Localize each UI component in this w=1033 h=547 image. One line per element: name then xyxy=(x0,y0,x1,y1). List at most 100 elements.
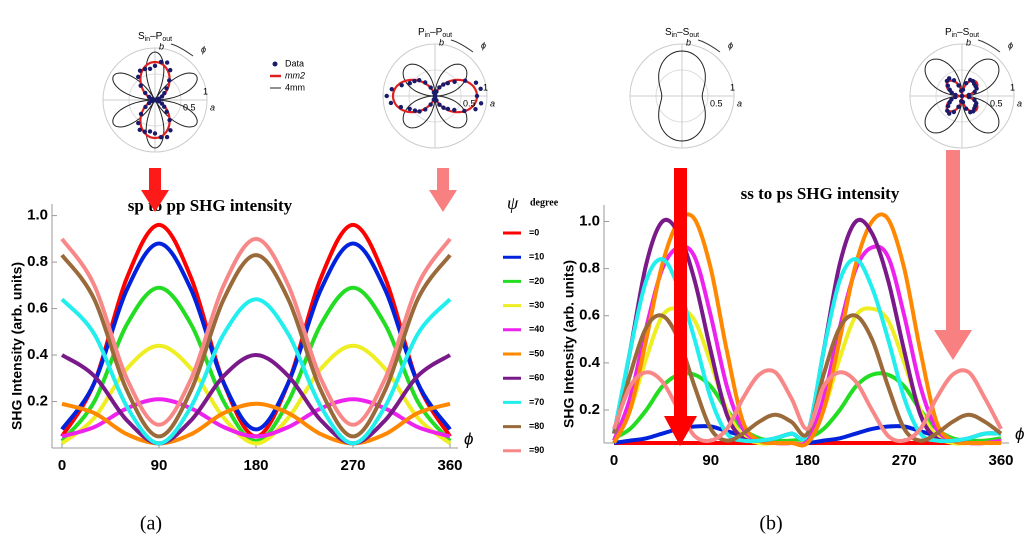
y-tick-label: 0.8 xyxy=(27,253,48,270)
axis-label: a xyxy=(490,98,495,108)
polar-dot xyxy=(398,104,404,110)
polar-dot xyxy=(478,86,483,91)
polar-dot xyxy=(167,117,172,123)
legend-label: =60 xyxy=(529,373,544,383)
polar-dot xyxy=(437,102,442,107)
y-tick-label: 0.8 xyxy=(579,260,600,277)
y-axis-label: SHG Intensity (arb. units) xyxy=(561,260,577,428)
tick-label: 0.5 xyxy=(990,98,1003,108)
y-tick-label: 0.2 xyxy=(27,392,48,409)
polar-dot xyxy=(959,93,965,99)
panel-label: (a) xyxy=(140,513,162,535)
inset-title-part: S xyxy=(665,27,672,38)
x-tick-label: 90 xyxy=(702,452,719,469)
y-tick-label: 1.0 xyxy=(27,207,48,224)
phi-label: ϕ xyxy=(201,44,206,54)
series-line xyxy=(60,253,452,439)
polar-dot xyxy=(972,97,977,103)
series-line xyxy=(60,285,452,444)
inset-title-part: out xyxy=(442,32,452,39)
phi-arrow xyxy=(170,43,194,57)
x-axis-label: ϕ xyxy=(1015,424,1024,443)
polar-dot xyxy=(966,94,972,100)
arrows xyxy=(141,150,972,446)
polar-dot xyxy=(162,104,167,109)
polar-dot xyxy=(159,101,165,106)
polar-dot xyxy=(159,94,165,99)
x-tick-label: 360 xyxy=(988,452,1013,469)
y-tick-label: 0.2 xyxy=(579,401,600,418)
chart-title: sp to pp SHG intensity xyxy=(128,196,293,215)
polar-dot xyxy=(441,105,446,110)
polar-dot xyxy=(963,81,969,86)
inset-title-part: P xyxy=(418,27,425,38)
inset-title-part: in xyxy=(672,32,678,39)
polar-dot xyxy=(168,128,173,133)
inset-title-part: –S xyxy=(677,27,690,38)
polar-dot xyxy=(167,78,172,83)
polar-dot xyxy=(432,94,438,100)
polar-dot xyxy=(164,60,170,65)
polar-dot xyxy=(416,77,422,83)
polar-dot xyxy=(384,93,389,99)
polar-dot xyxy=(153,97,159,103)
legend-label: =40 xyxy=(529,324,544,334)
y-axis-label: SHG Intensity (arb. units) xyxy=(9,262,25,430)
polar-dot xyxy=(445,106,451,112)
polar-dot xyxy=(434,98,439,103)
polar-dot xyxy=(947,111,952,116)
legend-label: =50 xyxy=(529,348,544,358)
inset-title: Sin–Pout xyxy=(138,31,172,43)
polar-dot xyxy=(437,85,442,90)
polar-dot xyxy=(162,91,167,96)
x-tick-label: 270 xyxy=(892,452,917,469)
polar-dot xyxy=(147,66,153,71)
polar-dot xyxy=(972,89,977,95)
phi-arrow xyxy=(977,39,1001,53)
polar-dot xyxy=(399,82,404,88)
polar-dot xyxy=(135,74,141,80)
legend-label: =10 xyxy=(529,252,544,262)
legend-unit: degree xyxy=(530,197,559,208)
axis-label: a xyxy=(737,98,742,108)
x-tick-label: 270 xyxy=(340,457,365,474)
polar-dot xyxy=(473,80,479,85)
tick-label: 1 xyxy=(1010,82,1015,92)
polar-dot xyxy=(478,101,484,106)
phi-label: ϕ xyxy=(1008,40,1013,50)
polar-dot xyxy=(143,90,148,96)
inset-title-part: –P xyxy=(150,31,163,42)
legend-title: ψ xyxy=(507,193,519,213)
polar-dot xyxy=(423,107,428,112)
polar-dot xyxy=(428,85,433,90)
x-tick-label: 90 xyxy=(151,457,168,474)
polar-dot xyxy=(963,106,969,111)
legend-label: =30 xyxy=(529,300,544,310)
polar-dot xyxy=(452,107,457,113)
inset-title-part: P xyxy=(945,27,952,38)
legend-label: Data xyxy=(285,58,304,68)
x-tick-label: 0 xyxy=(58,457,66,474)
polar-dot xyxy=(967,77,973,83)
series-line xyxy=(60,297,452,446)
y-tick-label: 0.6 xyxy=(27,300,48,317)
polar-dot xyxy=(445,81,450,86)
axis-label: a xyxy=(210,102,215,112)
axis-label: b xyxy=(686,37,691,47)
x-axis-label: ϕ xyxy=(464,429,473,448)
polar-dot xyxy=(474,93,480,99)
polar-dot xyxy=(164,109,169,114)
series-line xyxy=(60,352,452,446)
polar-dot xyxy=(142,66,148,72)
tick-label: 0.5 xyxy=(183,102,196,112)
tick-label: 1 xyxy=(203,86,208,96)
polar-dot xyxy=(142,129,147,134)
tick-label: 0.5 xyxy=(463,98,476,108)
inset-title-part: out xyxy=(162,36,172,43)
y-tick-label: 0.6 xyxy=(579,307,600,324)
x-tick-label: 180 xyxy=(243,457,268,474)
polar-dot xyxy=(136,120,141,126)
x-tick-label: 0 xyxy=(610,452,618,469)
polar-dot xyxy=(428,102,433,107)
